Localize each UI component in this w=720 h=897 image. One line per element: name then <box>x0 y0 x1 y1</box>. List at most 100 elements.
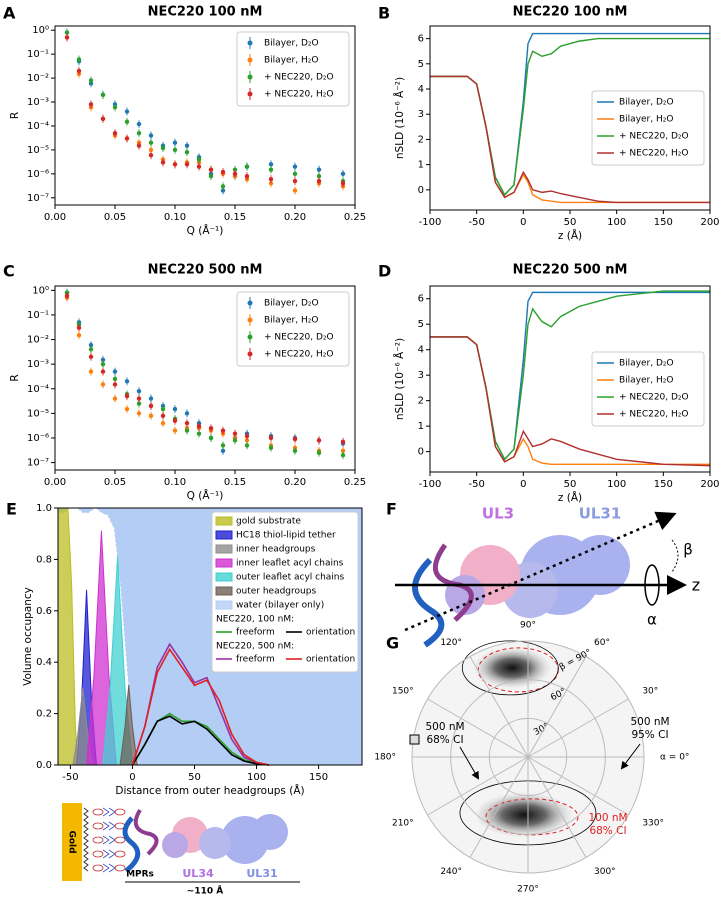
y-tick-label: 10⁻⁴ <box>27 121 49 132</box>
profile-line <box>131 647 270 766</box>
x-tick-label: 0.20 <box>284 212 306 223</box>
y-tick-label: 0 <box>418 185 424 196</box>
data-point <box>112 105 118 110</box>
data-point <box>244 164 250 169</box>
x-tick-label: 0.15 <box>224 477 246 488</box>
theta-grid <box>469 756 529 858</box>
data-point <box>316 167 322 172</box>
schematic: Gold MPRs UL34 UL31 ~110 Å <box>62 803 300 897</box>
x-tick-label: 0.25 <box>344 477 366 488</box>
data-point <box>208 425 214 431</box>
data-point <box>172 428 178 433</box>
data-point <box>124 136 130 141</box>
data-point <box>76 333 82 338</box>
data-point <box>112 396 118 401</box>
legend-label: + NEC220, D₂O <box>619 132 689 142</box>
chart-title: NEC220 100 nM <box>148 5 263 20</box>
data-point <box>148 396 154 401</box>
data-point <box>100 382 106 387</box>
data-point <box>64 293 70 298</box>
theta-tick-label: 240° <box>440 867 462 877</box>
angle-label: β <box>683 541 693 559</box>
data-point <box>292 171 298 177</box>
panel-letter: F <box>386 500 397 519</box>
theta-tick-label: 270° <box>517 885 539 895</box>
data-point <box>220 443 226 448</box>
data-point <box>124 393 130 399</box>
y-tick-label: 2 <box>418 396 424 407</box>
data-point <box>124 379 130 384</box>
legend-label: water (bilayer only) <box>236 601 324 611</box>
y-tick-label: 3 <box>418 370 424 381</box>
data-point <box>112 369 118 374</box>
theta-grid <box>527 698 629 758</box>
data-point <box>232 167 238 172</box>
legend-swatch <box>247 91 253 97</box>
x-axis-label: z (Å) <box>558 491 582 504</box>
data-point <box>76 325 82 331</box>
legend-label: freeform <box>236 655 275 665</box>
x-tick-label: 0 <box>520 479 526 490</box>
annotation: 68% CI <box>589 825 626 837</box>
data-point <box>112 382 118 387</box>
protein-ul31 <box>570 535 630 595</box>
legend-swatch <box>247 40 253 46</box>
x-tick-label: 150 <box>654 217 673 228</box>
y-axis-label: R <box>9 112 21 119</box>
x-tick-label: 0.10 <box>164 212 186 223</box>
legend-label: + NEC220, H₂O <box>619 149 688 159</box>
data-point <box>340 181 346 186</box>
data-point <box>208 435 214 441</box>
x-tick-label: 50 <box>188 772 201 783</box>
legend-swatch <box>215 530 233 540</box>
y-tick-label: 10⁻⁴ <box>27 384 49 395</box>
x-tick-label: 0 <box>520 217 526 228</box>
theta-grid <box>527 656 587 758</box>
schematic-label: ~110 Å <box>187 886 223 897</box>
data-point <box>160 406 166 412</box>
axis-label: z <box>692 576 700 595</box>
protein-ul34 <box>162 832 188 858</box>
data-point <box>244 443 250 448</box>
theta-tick-label: 150° <box>392 687 414 697</box>
data-point <box>88 342 94 348</box>
protein-label: UL3 <box>482 505 514 523</box>
data-point <box>340 171 346 177</box>
legend-label: + NEC220, D₂O <box>264 73 334 83</box>
y-tick-label: 5 <box>418 59 424 70</box>
theta-tick-label: 60° <box>594 638 610 648</box>
data-point <box>124 406 130 412</box>
data-point <box>124 119 130 124</box>
x-tick-label: 0.20 <box>284 477 306 488</box>
mpr-ribbon <box>133 808 159 856</box>
data-point <box>196 431 202 436</box>
annotation-swatch <box>409 734 420 745</box>
x-tick-label: 0.15 <box>224 212 246 223</box>
y-tick-label: 10⁻² <box>27 335 49 346</box>
data-point <box>88 347 94 352</box>
data-point <box>64 35 70 40</box>
chart-title: NEC220 500 nM <box>148 263 263 278</box>
occupancy-area <box>57 507 79 766</box>
data-point <box>160 160 166 165</box>
x-tick-label: 150 <box>654 479 673 490</box>
data-point <box>172 140 178 145</box>
legend-swatch <box>215 572 233 582</box>
legend-swatch <box>215 558 233 568</box>
plot-frame <box>54 285 356 471</box>
data-point <box>136 411 142 416</box>
protein-ul31 <box>252 814 288 850</box>
data-point <box>172 162 178 167</box>
y-axis-label: R <box>9 374 21 381</box>
ribbon <box>412 557 445 648</box>
data-point <box>292 436 298 442</box>
angle-label: α <box>647 611 657 629</box>
data-point <box>64 30 70 35</box>
x-tick-label: 0.00 <box>44 212 66 223</box>
legend-label: + NEC220, H₂O <box>264 350 333 360</box>
data-point <box>112 376 118 382</box>
legend-label: outer leaflet acyl chains <box>236 573 345 583</box>
legend-label: outer headgroups <box>236 587 316 597</box>
data-point <box>292 164 298 169</box>
annotation-arrow <box>459 746 480 780</box>
